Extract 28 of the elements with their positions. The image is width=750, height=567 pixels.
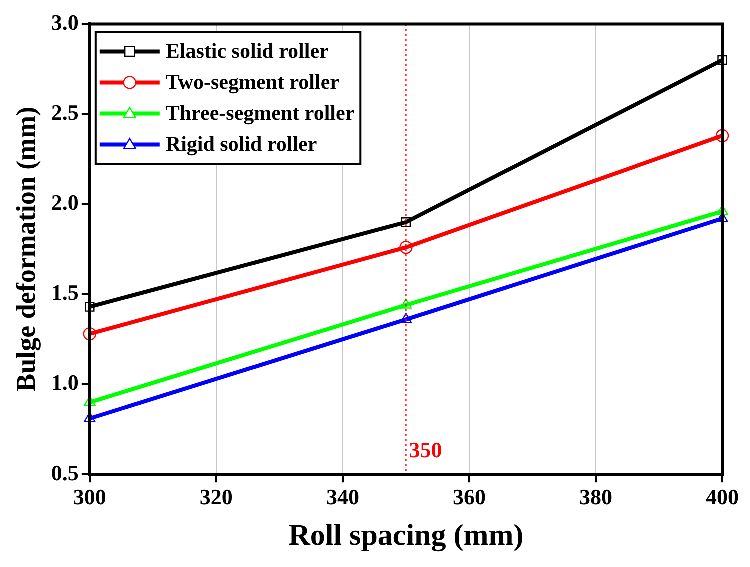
legend-label: Three-segment roller	[166, 101, 355, 126]
point	[84, 412, 96, 422]
x-tick-label: 380	[579, 484, 612, 510]
y-tick-label: 1.5	[51, 280, 79, 306]
point	[85, 302, 95, 312]
y-tick-label: 2.5	[51, 100, 79, 125]
x-tick-label: 320	[200, 484, 233, 510]
point	[401, 218, 412, 228]
point	[400, 298, 412, 309]
x-tick-label: 400	[706, 484, 739, 510]
ref-line-label: 350	[409, 437, 442, 462]
y-axis-title: Bulge deformation (mm)	[11, 106, 42, 392]
y-tick-label: 2.0	[51, 190, 79, 216]
point	[400, 313, 412, 324]
point	[400, 241, 413, 254]
point	[83, 327, 96, 341]
y-tick-label: 0.5	[51, 460, 79, 486]
x-tick-label: 340	[326, 484, 360, 510]
x-axis-title: Roll spacing (mm)	[288, 518, 524, 552]
y-tick-label: 3.0	[51, 10, 79, 35]
point	[716, 129, 730, 142]
y-tick-label: 1.0	[51, 370, 79, 396]
legend-label: Elastic solid roller	[166, 39, 329, 64]
legend-label: Rigid solid roller	[166, 132, 318, 156]
point	[718, 55, 728, 66]
x-tick-label: 300	[73, 484, 106, 510]
x-tick-label: 360	[452, 484, 486, 510]
legend-label: Two-segment roller	[166, 70, 340, 94]
